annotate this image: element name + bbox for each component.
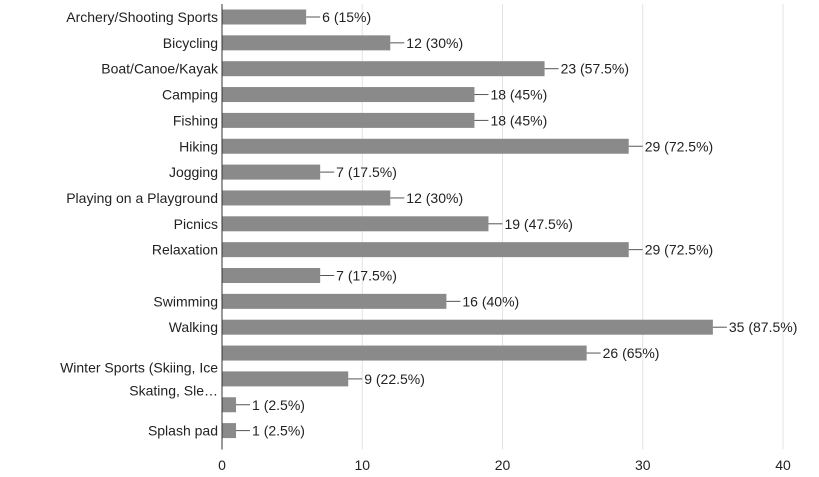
value-label: 29 (72.5%) [645, 242, 713, 258]
x-tick-label: 30 [635, 457, 651, 473]
category-label: Playing on a Playground [66, 190, 218, 206]
bar [222, 87, 475, 103]
bar [222, 138, 629, 154]
category-label: Relaxation [152, 242, 218, 258]
x-axis-ticks: 0 10 20 30 40 [218, 457, 791, 473]
value-label: 29 (72.5%) [645, 138, 713, 154]
category-label: Jogging [169, 164, 218, 180]
bars [222, 9, 713, 439]
category-label: Bicycling [163, 35, 218, 51]
value-label: 12 (30%) [406, 35, 463, 51]
category-label: Fishing [173, 112, 218, 128]
category-label: Swimming [153, 293, 218, 309]
bar [222, 216, 489, 232]
value-label: 23 (57.5%) [561, 61, 629, 77]
category-label: Splash pad [148, 423, 218, 439]
bar [222, 242, 629, 258]
value-labels: 6 (15%) 12 (30%) 23 (57.5%) 18 (45%) 18 (45%… [236, 9, 797, 439]
bar [222, 371, 349, 387]
category-label: Skating, Sle… [129, 382, 218, 398]
x-tick-label: 40 [775, 457, 791, 473]
value-label: 16 (40%) [462, 293, 519, 309]
category-label: Camping [162, 87, 218, 103]
bar [222, 35, 391, 51]
value-label: 9 (22.5%) [364, 371, 425, 387]
value-label: 19 (47.5%) [504, 216, 572, 232]
value-label: 12 (30%) [406, 190, 463, 206]
value-label: 6 (15%) [322, 9, 371, 25]
value-label: 7 (17.5%) [336, 268, 397, 284]
category-label: Archery/Shooting Sports [66, 9, 218, 25]
x-tick-label: 0 [218, 457, 226, 473]
bar [222, 319, 713, 335]
value-label: 1 (2.5%) [252, 423, 305, 439]
bar [222, 9, 307, 25]
bar [222, 112, 475, 128]
bar [222, 61, 545, 77]
value-label: 35 (87.5%) [729, 319, 797, 335]
category-labels: Archery/Shooting Sports Bicycling Boat/Can… [60, 9, 219, 439]
category-label: Winter Sports (Skiing, Ice [60, 359, 218, 375]
category-label: Walking [169, 319, 218, 335]
bar [222, 190, 391, 206]
x-tick-label: 10 [354, 457, 370, 473]
category-label: Hiking [179, 138, 218, 154]
bar [222, 345, 587, 361]
value-label: 18 (45%) [490, 87, 547, 103]
bar [222, 293, 447, 309]
bar [222, 397, 237, 413]
bar [222, 164, 321, 180]
value-label: 1 (2.5%) [252, 397, 305, 413]
bar [222, 268, 321, 283]
value-label: 26 (65%) [603, 345, 660, 361]
value-label: 7 (17.5%) [336, 164, 397, 180]
bar [222, 423, 237, 439]
x-tick-label: 20 [495, 457, 511, 473]
category-label: Boat/Canoe/Kayak [101, 61, 219, 77]
value-label: 18 (45%) [490, 112, 547, 128]
category-label: Picnics [174, 216, 218, 232]
